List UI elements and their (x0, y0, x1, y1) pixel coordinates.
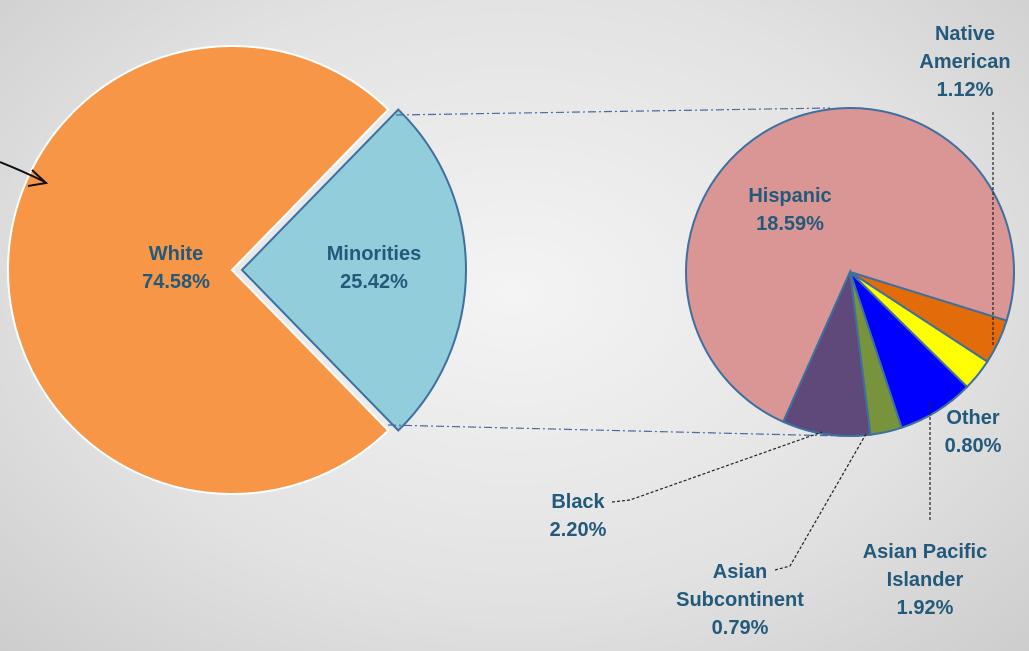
category-name: Asian Pacific Islander (862, 541, 988, 591)
category-name: Hispanic (748, 185, 832, 207)
slices (7, 45, 1015, 495)
data-label: White 74.58% (106, 240, 246, 296)
value-label: 1.92% (896, 597, 954, 619)
category-name: White (148, 243, 204, 265)
connector (395, 107, 831, 116)
category-name: Other (946, 407, 1000, 429)
value-label: 25.42% (340, 271, 408, 293)
pie-slice (685, 107, 1015, 424)
value-label: 74.58% (142, 271, 210, 293)
data-label: Hispanic 18.59% (725, 182, 855, 238)
value-label: 2.20% (549, 519, 607, 541)
value-label: 1.12% (936, 79, 994, 101)
connector (387, 424, 841, 437)
value-label: 0.80% (944, 435, 1002, 457)
data-label: Native American 1.12% (910, 20, 1020, 104)
category-name: Minorities (326, 243, 422, 265)
category-name: Asian Subcontinent (676, 561, 804, 611)
leader-line (774, 433, 867, 571)
category-name: Black (551, 491, 605, 513)
data-label: Black 2.20% (528, 488, 628, 544)
value-label: 18.59% (756, 213, 824, 235)
data-label: Asian Subcontinent 0.79% (670, 558, 810, 642)
pie-slice (7, 45, 390, 495)
data-label: Asian Pacific Islander 1.92% (845, 538, 1005, 622)
arrow-head (27, 169, 49, 187)
decor (0, 107, 994, 571)
value-label: 0.79% (711, 617, 769, 639)
category-name: Native American (919, 23, 1011, 73)
leader-line (611, 431, 823, 503)
pie-slice (240, 108, 467, 432)
data-label: Minorities 25.42% (304, 240, 444, 296)
pie-slice (781, 268, 872, 437)
arrow (0, 161, 46, 183)
data-label: Other 0.80% (933, 404, 1013, 460)
